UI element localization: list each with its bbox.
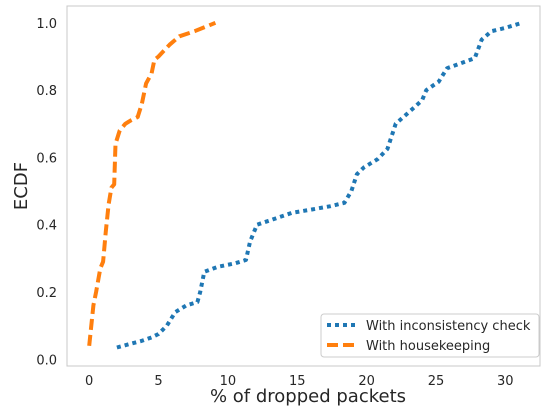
x-tick-label: 25 [428,374,445,389]
x-tick-label: 10 [220,374,237,389]
y-tick-label: 0.0 [36,353,57,368]
series-layer [87,20,523,350]
y-tick-label: 0.6 [36,151,57,166]
x-tick-label: 0 [85,374,93,389]
legend: With inconsistency check With housekeepi… [320,313,540,358]
tick-layer: 0 5 10 15 20 25 30 0.0 0.2 0.4 0.6 0.8 1.0 [36,17,513,389]
legend-frame [320,313,540,358]
y-tick-label: 0.2 [36,286,57,301]
y-tick-label: 0.4 [36,219,57,234]
y-tick-label: 1.0 [36,17,57,32]
x-tick-label: 20 [358,374,375,389]
x-tick-label: 5 [154,374,162,389]
legend-label-inconsistency: With inconsistency check [366,319,531,334]
series-line-housekeeping [87,20,217,347]
y-axis-title: ECDF [11,162,32,210]
series-line-inconsistency-check [116,20,523,350]
x-tick-label: 15 [289,374,306,389]
plot-area [66,5,541,367]
x-axis-title: % of dropped packets [210,386,406,407]
y-tick-label: 0.8 [36,84,57,99]
x-tick-label: 30 [497,374,514,389]
legend-label-housekeeping: With housekeeping [366,339,490,354]
